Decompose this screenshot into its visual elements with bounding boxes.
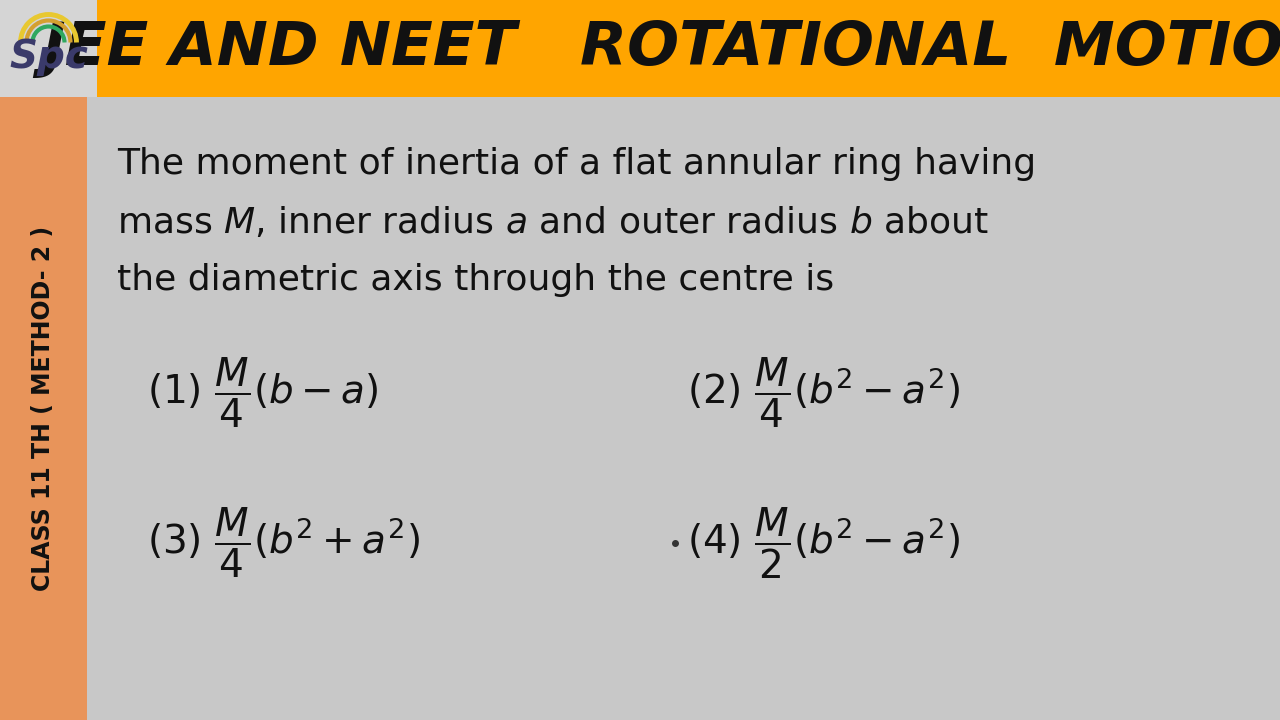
Text: CLASS 11 TH ( METHOD- 2 ): CLASS 11 TH ( METHOD- 2 ) [32, 226, 55, 591]
Text: mass $\it{M}$, inner radius $\it{a}$ and outer radius $\it{b}$ about: mass $\it{M}$, inner radius $\it{a}$ and… [116, 205, 989, 240]
Bar [0, 97, 87, 720]
Bar [0, 0, 1280, 97]
Text: Spc: Spc [9, 37, 88, 76]
Text: $(1)\ \dfrac{M}{4}(b-a)$: $(1)\ \dfrac{M}{4}(b-a)$ [147, 356, 379, 430]
Text: JEE AND NEET   ROTATIONAL  MOTION: JEE AND NEET ROTATIONAL MOTION [42, 19, 1280, 78]
Text: the diametric axis through the centre is: the diametric axis through the centre is [116, 263, 835, 297]
Text: $(2)\ \dfrac{M}{4}(b^{2}-a^{2})$: $(2)\ \dfrac{M}{4}(b^{2}-a^{2})$ [687, 356, 960, 430]
Text: $(3)\ \dfrac{M}{4}(b^{2}+a^{2})$: $(3)\ \dfrac{M}{4}(b^{2}+a^{2})$ [147, 506, 420, 580]
Text: The moment of inertia of a flat annular ring having: The moment of inertia of a flat annular … [116, 147, 1036, 181]
Bar [0, 0, 97, 97]
Text: $(4)\ \dfrac{M}{2}(b^{2}-a^{2})$: $(4)\ \dfrac{M}{2}(b^{2}-a^{2})$ [687, 505, 960, 580]
